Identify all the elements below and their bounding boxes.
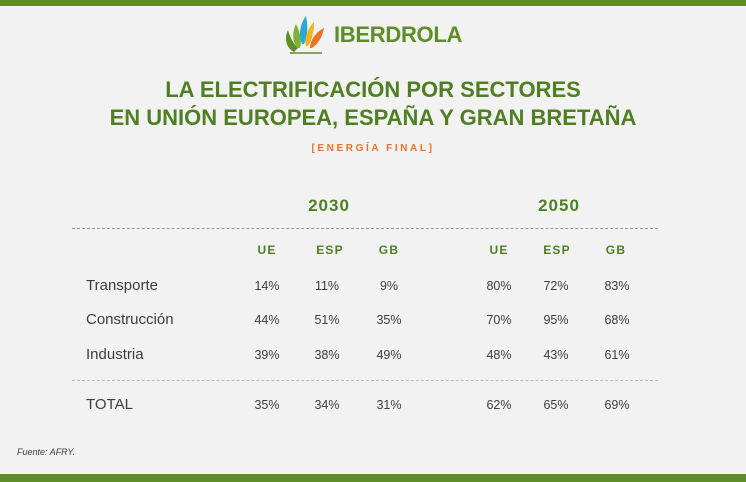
header-divider <box>72 228 658 229</box>
brand-logo: IBERDROLA <box>282 14 462 54</box>
cell-industria-esp-2050: 43% <box>543 348 569 362</box>
cell-construccion-esp-2050: 95% <box>543 313 569 327</box>
cell-total-ue-2050: 62% <box>486 398 512 412</box>
cell-total-esp-2030: 34% <box>314 398 340 412</box>
cell-construccion-ue-2050: 70% <box>486 313 512 327</box>
brand-name: IBERDROLA <box>334 22 463 47</box>
bottom-accent-bar <box>0 474 746 482</box>
iberdrola-logo-icon <box>286 16 324 54</box>
col-header-esp-2030: ESP <box>316 243 344 257</box>
col-header-gb-2030: GB <box>378 243 400 257</box>
col-header-ue-2030: UE <box>257 243 277 257</box>
cell-industria-esp-2030: 38% <box>314 348 340 362</box>
row-label-total: TOTAL <box>86 396 133 413</box>
col-header-gb-2050: GB <box>605 243 627 257</box>
page-subtitle: [ENERGÍA FINAL] <box>311 143 435 154</box>
year-header-2050: 2050 <box>538 196 580 215</box>
cell-industria-gb-2050: 61% <box>604 348 630 362</box>
cell-industria-gb-2030: 49% <box>376 348 402 362</box>
row-label-transporte: Transporte <box>86 277 158 294</box>
source-note: Fuente: AFRY. <box>17 447 76 457</box>
col-header-esp-2050: ESP <box>543 243 571 257</box>
cell-transporte-gb-2030: 9% <box>379 279 399 293</box>
row-label-industria: Industria <box>86 346 144 363</box>
top-accent-bar <box>0 0 746 6</box>
cell-total-ue-2030: 35% <box>254 398 280 412</box>
cell-transporte-gb-2050: 83% <box>604 279 630 293</box>
cell-construccion-gb-2050: 68% <box>604 313 630 327</box>
cell-transporte-ue-2050: 80% <box>486 279 512 293</box>
title-line-1: LA ELECTRIFICACIÓN POR SECTORES <box>165 77 581 102</box>
cell-construccion-esp-2030: 51% <box>314 313 340 327</box>
cell-construccion-gb-2030: 35% <box>376 313 402 327</box>
cell-industria-ue-2030: 39% <box>254 348 280 362</box>
cell-transporte-esp-2030: 11% <box>314 279 340 293</box>
page-title: LA ELECTRIFICACIÓN POR SECTORES EN UNIÓN… <box>0 76 746 132</box>
year-header-2030: 2030 <box>308 196 350 215</box>
cell-total-gb-2030: 31% <box>376 398 402 412</box>
total-divider <box>72 380 658 381</box>
cell-total-gb-2050: 69% <box>604 398 630 412</box>
title-line-2: EN UNIÓN EUROPEA, ESPAÑA Y GRAN BRETAÑA <box>109 105 637 130</box>
cell-construccion-ue-2030: 44% <box>254 313 280 327</box>
cell-transporte-esp-2050: 72% <box>543 279 569 293</box>
col-header-ue-2050: UE <box>489 243 509 257</box>
row-label-construccion: Construcción <box>86 311 174 328</box>
cell-total-esp-2050: 65% <box>543 398 569 412</box>
cell-industria-ue-2050: 48% <box>486 348 512 362</box>
cell-transporte-ue-2030: 14% <box>254 279 280 293</box>
